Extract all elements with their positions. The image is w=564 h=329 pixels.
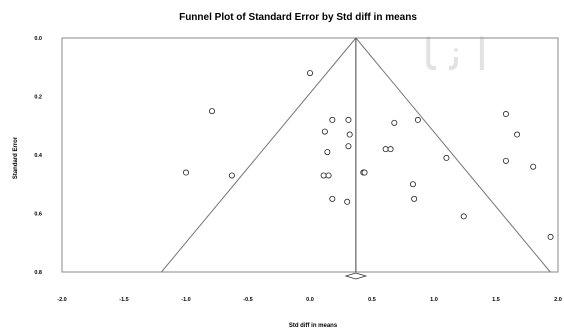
data-point bbox=[329, 195, 336, 202]
x-tick-label: 1.0 bbox=[430, 297, 438, 303]
data-point bbox=[460, 213, 467, 220]
data-point bbox=[346, 131, 353, 138]
x-axis-title: Std diff in means bbox=[289, 323, 338, 329]
y-tick-label: 0.2 bbox=[34, 95, 42, 101]
data-point bbox=[411, 195, 418, 202]
y-tick-label: 0.8 bbox=[34, 270, 42, 276]
y-tick-label: 0.0 bbox=[34, 36, 42, 42]
data-points bbox=[182, 70, 554, 240]
data-point bbox=[344, 198, 351, 205]
x-tick-label: -1.0 bbox=[181, 297, 190, 303]
data-point bbox=[530, 163, 537, 170]
data-point bbox=[345, 143, 352, 150]
data-point bbox=[329, 116, 336, 123]
data-point bbox=[387, 146, 394, 153]
data-point bbox=[306, 70, 313, 77]
data-point bbox=[325, 172, 332, 179]
y-tick-label: 0.6 bbox=[34, 212, 42, 218]
data-point bbox=[414, 116, 421, 123]
funnel-lines bbox=[161, 37, 551, 280]
chart-title: Funnel Plot of Standard Error by Std dif… bbox=[179, 12, 417, 23]
data-point bbox=[324, 149, 331, 156]
data-point bbox=[443, 154, 450, 161]
data-point bbox=[547, 233, 554, 240]
y-axis-title: Standard Error bbox=[13, 136, 19, 179]
data-point bbox=[209, 108, 216, 115]
data-point bbox=[321, 128, 328, 135]
data-point bbox=[320, 172, 327, 179]
y-tick-label: 0.4 bbox=[34, 153, 43, 159]
data-point bbox=[409, 181, 416, 188]
x-tick-label: 0.0 bbox=[306, 297, 314, 303]
x-tick-label: 0.5 bbox=[368, 297, 376, 303]
data-point bbox=[382, 146, 389, 153]
data-point bbox=[361, 169, 368, 176]
x-tick-label: -0.5 bbox=[243, 297, 252, 303]
x-tick-labels: -2.0 -1.5 -1.0 -0.5 0.0 0.5 1.0 1.5 2.0 bbox=[57, 297, 562, 303]
summary-effect-diamond bbox=[344, 272, 368, 280]
data-point bbox=[391, 119, 398, 126]
funnel-left-line bbox=[161, 37, 357, 273]
x-tick-label: 2.0 bbox=[554, 297, 562, 303]
data-point bbox=[182, 169, 189, 176]
data-point bbox=[502, 111, 509, 118]
data-point bbox=[502, 157, 509, 164]
x-tick-label: -2.0 bbox=[57, 297, 66, 303]
data-point bbox=[345, 116, 352, 123]
plot-frame bbox=[61, 37, 559, 273]
x-tick-label: 1.5 bbox=[492, 297, 500, 303]
x-tick-label: -1.5 bbox=[119, 297, 128, 303]
y-tick-labels: 0.0 0.2 0.4 0.6 0.8 bbox=[34, 36, 43, 276]
data-point bbox=[228, 172, 235, 179]
funnel-right-line bbox=[355, 37, 551, 273]
data-point bbox=[514, 131, 521, 138]
